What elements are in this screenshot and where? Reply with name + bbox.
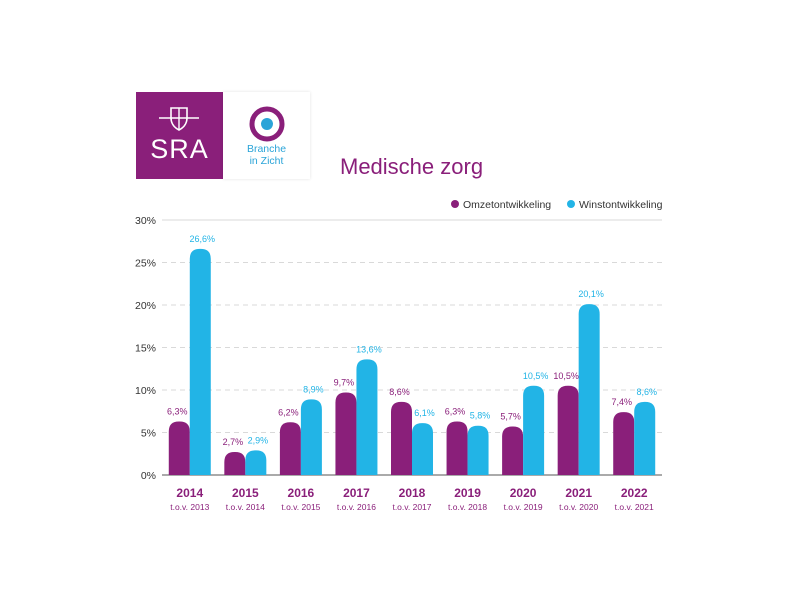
data-labels: 6,3% 26,6% 2,7% 2,9% 6,2% 8,9% 9,7% 13,6% 8,6% 6,…	[167, 234, 657, 447]
omzet-bar	[224, 452, 246, 475]
x-category-label: 2016	[288, 486, 315, 500]
x-category-label: 2021	[565, 486, 592, 500]
x-subcategory-label: t.o.v. 2015	[281, 502, 320, 512]
x-subcategory-label: t.o.v. 2020	[559, 502, 598, 512]
branche-in-zicht-line1: Branche	[246, 143, 287, 155]
sra-logo-text: SRA	[150, 134, 209, 164]
omzet-bar	[613, 412, 635, 475]
sra-logo: SRA	[136, 92, 223, 179]
x-category-label: 2014	[176, 486, 203, 500]
winst-value-label: 6,1%	[414, 408, 435, 418]
y-tick-label: 25%	[135, 258, 156, 270]
x-axis: 2014 t.o.v. 2013 2015 t.o.v. 2014 2016 t.o.v.…	[170, 486, 654, 512]
winst-value-label: 2,9%	[248, 435, 269, 445]
bars	[168, 248, 656, 475]
winst-bar	[300, 399, 322, 475]
winst-value-label: 10,5%	[523, 371, 549, 381]
y-tick-label: 30%	[135, 215, 156, 227]
omzet-value-label: 9,7%	[334, 378, 355, 388]
sra-shield-icon	[159, 107, 199, 131]
winst-bar	[523, 385, 545, 475]
x-subcategory-label: t.o.v. 2016	[337, 502, 376, 512]
omzet-value-label: 5,7%	[500, 412, 521, 422]
y-tick-label: 20%	[135, 300, 156, 312]
omzet-bar	[502, 426, 524, 475]
omzet-value-label: 2,7%	[223, 437, 244, 447]
omzet-value-label: 6,3%	[445, 406, 466, 416]
legend-winst-label: Winstontwikkeling	[579, 199, 663, 211]
winst-value-label: 26,6%	[190, 234, 216, 244]
omzet-value-label: 10,5%	[553, 371, 579, 381]
omzet-bar	[446, 421, 468, 475]
omzet-bar	[168, 421, 190, 475]
winst-bar	[356, 359, 378, 475]
x-category-label: 2017	[343, 486, 370, 500]
x-category-label: 2018	[399, 486, 426, 500]
x-subcategory-label: t.o.v. 2017	[392, 502, 431, 512]
chart-title: Medische zorg	[340, 154, 484, 179]
winst-bar	[189, 248, 211, 475]
y-tick-label: 5%	[141, 428, 156, 440]
x-category-label: 2015	[232, 486, 259, 500]
winst-bar	[467, 425, 489, 475]
omzet-value-label: 8,6%	[389, 387, 410, 397]
omzet-value-label: 6,3%	[167, 406, 188, 416]
omzet-value-label: 6,2%	[278, 407, 299, 417]
legend-winst-marker	[567, 200, 575, 208]
x-subcategory-label: t.o.v. 2019	[504, 502, 543, 512]
winst-value-label: 20,1%	[578, 289, 604, 299]
legend-omzet-marker	[451, 200, 459, 208]
legend-omzet-label: Omzetontwikkeling	[463, 199, 551, 211]
winst-value-label: 8,6%	[636, 387, 657, 397]
winst-bar	[412, 423, 433, 475]
winst-value-label: 5,8%	[470, 411, 491, 421]
winst-bar	[634, 401, 656, 475]
x-category-label: 2022	[621, 486, 648, 500]
x-subcategory-label: t.o.v. 2013	[170, 502, 209, 512]
winst-value-label: 8,9%	[303, 384, 324, 394]
y-tick-label: 10%	[135, 385, 156, 397]
omzet-bar	[557, 385, 579, 475]
omzet-bar	[335, 392, 357, 475]
x-subcategory-label: t.o.v. 2014	[226, 502, 265, 512]
x-category-label: 2020	[510, 486, 537, 500]
y-tick-label: 15%	[135, 343, 156, 355]
y-tick-label: 0%	[141, 470, 156, 482]
winst-value-label: 13,6%	[356, 344, 382, 354]
legend: Omzetontwikkeling Winstontwikkeling	[451, 199, 663, 211]
omzet-value-label: 7,4%	[611, 397, 632, 407]
x-category-label: 2019	[454, 486, 481, 500]
omzet-bar	[279, 422, 301, 475]
branche-in-zicht-text: Branche in Zicht	[223, 143, 310, 167]
winst-bar	[578, 304, 600, 475]
x-subcategory-label: t.o.v. 2018	[448, 502, 487, 512]
omzet-bar	[391, 401, 412, 475]
branche-in-zicht-line2: in Zicht	[249, 155, 284, 167]
x-subcategory-label: t.o.v. 2021	[615, 502, 654, 512]
branche-in-zicht-logo: Branche in Zicht	[223, 92, 310, 179]
target-icon	[249, 106, 285, 142]
winst-bar	[245, 450, 267, 475]
